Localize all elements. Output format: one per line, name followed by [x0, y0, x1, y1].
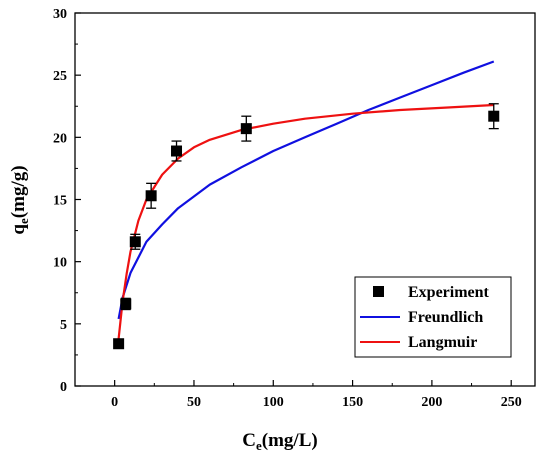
x-tick-label-0: 0 [111, 395, 118, 410]
legend-label-freundlich: Freundlich [408, 309, 483, 326]
y-tick-label-20: 20 [53, 131, 67, 146]
x-tick-label-150: 150 [342, 395, 363, 410]
fit-curves [117, 60, 495, 339]
y-tick-label-10: 10 [53, 256, 67, 271]
legend: Experiment Freundlich Langmuir [354, 276, 512, 358]
y-tick-label-0: 0 [60, 380, 67, 395]
data-point [145, 190, 157, 202]
data-point [129, 236, 141, 248]
y-tick-label-30: 30 [53, 7, 67, 22]
y-tick-label-25: 25 [53, 69, 67, 84]
legend-label-experiment: Experiment [408, 284, 490, 301]
curve-freundlich [117, 60, 495, 320]
legend-marker-experiment [373, 286, 384, 297]
y-tick-label-5: 5 [60, 318, 67, 333]
data-point [488, 110, 500, 122]
experiment-points [113, 103, 500, 350]
legend-label-langmuir: Langmuir [408, 334, 477, 351]
curve-langmuir [117, 103, 494, 339]
data-point [113, 338, 125, 350]
x-tick-label-100: 100 [263, 395, 284, 410]
x-axis-label: Ce(mg/L) [242, 430, 317, 453]
x-tick-label-250: 250 [501, 395, 522, 410]
x-tick-label-200: 200 [421, 395, 442, 410]
y-axis-label: qe(mg/g) [8, 165, 31, 234]
tick-marks [74, 12, 512, 387]
data-point [171, 145, 183, 157]
x-tick-label-50: 50 [187, 395, 201, 410]
tick-labels: 0 50 100 150 200 250 0 5 10 15 20 25 30 [53, 7, 522, 410]
y-tick-label-15: 15 [53, 194, 67, 209]
data-point [240, 123, 252, 135]
data-point [120, 298, 132, 310]
